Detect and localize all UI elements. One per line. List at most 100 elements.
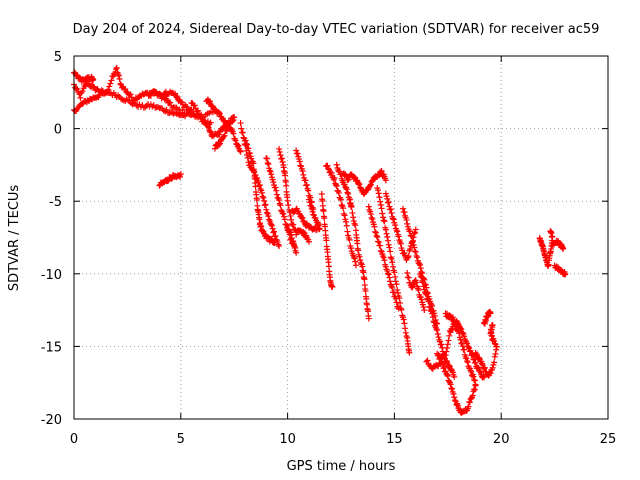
data-point-marker [444, 373, 451, 380]
data-point-marker [81, 83, 88, 90]
data-point-marker [459, 330, 466, 337]
data-point-marker [202, 118, 209, 125]
data-point-marker [476, 368, 483, 375]
x-tick-label: 25 [600, 432, 617, 447]
data-point-marker [305, 238, 312, 245]
data-point-marker [235, 142, 242, 149]
data-point-marker [293, 147, 300, 154]
data-point-marker [382, 177, 389, 184]
data-point-marker [207, 128, 214, 135]
data-point-marker [357, 257, 364, 264]
data-point-marker [281, 216, 288, 223]
data-point-marker [310, 211, 317, 218]
data-point-marker [308, 206, 315, 213]
data-point-marker [413, 279, 420, 286]
data-point-marker [243, 140, 250, 147]
data-point-marker [164, 178, 171, 185]
data-point-marker [270, 179, 277, 186]
data-point-marker [347, 245, 354, 252]
data-point-marker [560, 245, 567, 252]
data-point-marker [258, 189, 265, 196]
data-point-marker [177, 173, 184, 180]
data-point-marker [125, 97, 132, 104]
data-point-marker [277, 202, 284, 209]
data-point-marker [407, 228, 414, 235]
data-point-marker [375, 238, 382, 245]
data-segment [276, 145, 312, 245]
data-point-marker [276, 145, 283, 152]
x-tick-label: 0 [70, 432, 78, 447]
data-point-marker [471, 386, 478, 393]
data-point-marker [293, 249, 300, 256]
data-point-marker [231, 114, 238, 121]
data-point-marker [375, 187, 382, 194]
data-point-marker [331, 175, 338, 182]
data-point-marker [174, 111, 181, 118]
data-point-marker [262, 201, 269, 208]
data-point-marker [445, 337, 452, 344]
y-tick-label: -10 [41, 268, 62, 283]
data-point-marker [408, 233, 415, 240]
data-point-marker [473, 351, 480, 358]
data-point-marker [352, 262, 359, 269]
data-point-marker [218, 136, 225, 143]
data-point-marker [409, 238, 416, 245]
data-segment [374, 185, 413, 356]
data-point-marker [491, 353, 498, 360]
data-point-marker [263, 155, 270, 162]
data-point-marker [268, 235, 275, 242]
data-point-marker [411, 244, 418, 251]
data-point-marker [470, 373, 477, 380]
data-point-marker [424, 357, 431, 364]
chart-title: Day 204 of 2024, Sidereal Day-to-day VTE… [73, 22, 600, 37]
data-point-marker [268, 171, 275, 178]
data-point-marker [349, 209, 356, 216]
data-point-marker [402, 325, 409, 332]
data-segment [156, 170, 184, 189]
data-point-marker [392, 222, 399, 229]
data-point-marker [357, 259, 364, 266]
y-tick-label: 5 [54, 50, 62, 65]
data-point-marker [323, 237, 330, 244]
data-point-marker [492, 351, 499, 358]
data-point-marker [371, 223, 378, 230]
data-point-marker [377, 247, 384, 254]
data-point-marker [246, 149, 253, 156]
x-tick-label: 20 [493, 432, 510, 447]
data-point-marker [456, 406, 463, 413]
data-point-marker [354, 240, 361, 247]
data-point-marker [263, 209, 270, 216]
data-segment [305, 196, 323, 233]
data-point-marker [385, 241, 392, 248]
data-point-marker [270, 229, 277, 236]
data-point-marker [361, 190, 368, 197]
data-point-marker [259, 193, 266, 200]
data-point-marker [446, 332, 453, 339]
data-point-marker [429, 314, 436, 321]
data-point-marker [489, 321, 496, 328]
data-point-marker [115, 72, 122, 79]
data-segment [399, 205, 441, 327]
data-point-marker [425, 298, 432, 305]
data-point-marker [439, 360, 446, 367]
data-point-marker [333, 183, 340, 190]
data-point-marker [316, 225, 323, 232]
data-point-marker [383, 193, 390, 200]
data-point-marker [306, 199, 313, 206]
data-point-marker [212, 142, 219, 149]
data-point-marker [443, 348, 450, 355]
data-point-marker [389, 263, 396, 270]
data-point-marker [381, 257, 388, 264]
data-point-marker [365, 315, 372, 322]
data-point-marker [211, 145, 218, 152]
data-point-marker [384, 199, 391, 206]
data-point-marker [397, 299, 404, 306]
data-point-marker [446, 378, 453, 385]
data-point-marker [204, 123, 211, 130]
data-point-marker [401, 209, 408, 216]
data-point-marker [394, 286, 401, 293]
data-point-marker [481, 374, 488, 381]
data-point-marker [288, 235, 295, 242]
data-point-marker [420, 283, 427, 290]
data-point-marker [369, 216, 376, 223]
